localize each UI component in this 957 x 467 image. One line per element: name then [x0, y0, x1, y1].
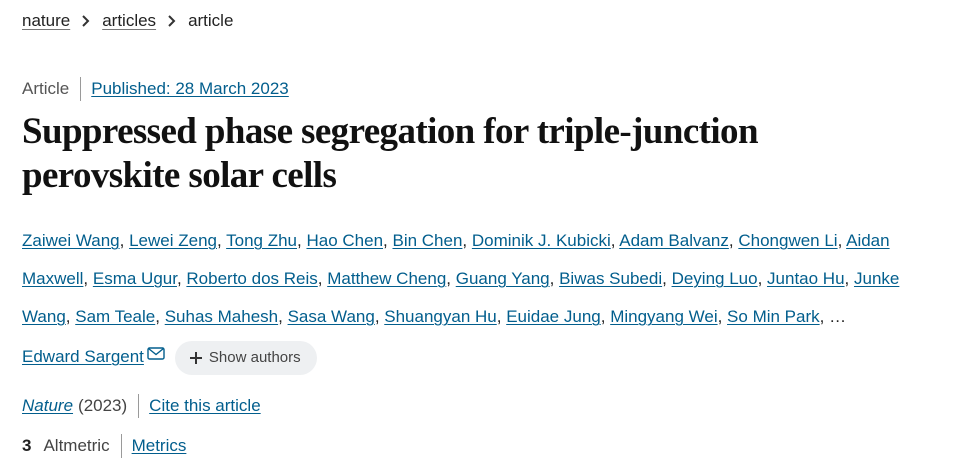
article-title: Suppressed phase segregation for triple-… — [22, 111, 759, 196]
author-link[interactable]: Aidan Maxwell — [22, 231, 890, 288]
divider — [120, 434, 122, 458]
chevron-right-icon — [70, 15, 102, 27]
plus-icon — [189, 351, 203, 365]
author-item: Shuangyan Hu, — [384, 307, 507, 326]
author-item: Deying Luo, — [671, 269, 768, 288]
author-link[interactable]: Tong Zhu — [226, 231, 298, 250]
author-link[interactable]: Chongwen Li — [738, 231, 838, 250]
published-date-link[interactable]: Published: 28 March 2023 — [91, 79, 289, 98]
author-link[interactable]: Matthew Cheng — [327, 269, 447, 288]
author-item: Lewei Zeng, — [129, 231, 227, 250]
breadcrumb: nature articles article — [22, 10, 233, 32]
author-item: Bin Chen, — [392, 231, 472, 250]
author-item: Edward Sargent — [22, 347, 165, 366]
author-list: Zaiwei Wang, Lewei Zeng, Tong Zhu, Hao C… — [22, 222, 937, 376]
author-link[interactable]: Sasa Wang — [287, 307, 375, 326]
author-item: Suhas Mahesh, — [164, 307, 288, 326]
metrics-link[interactable]: Metrics — [131, 436, 187, 455]
author-item: Tong Zhu, — [226, 231, 307, 250]
author-link[interactable]: Guang Yang — [455, 269, 550, 288]
author-item: Roberto dos Reis, — [186, 269, 328, 288]
author-link[interactable]: Hao Chen — [306, 231, 384, 250]
breadcrumb-current: article — [188, 11, 234, 30]
author-link[interactable]: Euidae Jung — [506, 307, 601, 326]
journal-name-link[interactable]: Nature — [22, 396, 74, 415]
breadcrumb-item-nature[interactable]: nature — [22, 11, 71, 30]
author-item: Junke Wang, — [22, 269, 900, 326]
author-link[interactable]: Lewei Zeng — [129, 231, 217, 250]
author-link[interactable]: Dominik J. Kubicki — [471, 231, 611, 250]
author-item: Zaiwei Wang, — [22, 231, 130, 250]
author-link[interactable]: Adam Balvanz — [619, 231, 729, 250]
author-item: Biwas Subedi, — [559, 269, 672, 288]
author-link[interactable]: Deying Luo — [671, 269, 758, 288]
divider — [138, 394, 140, 418]
author-ellipsis: … — [829, 307, 847, 326]
author-link[interactable]: Roberto dos Reis — [186, 269, 318, 288]
article-meta: Article Published: 28 March 2023 — [22, 77, 289, 101]
author-item: Adam Balvanz, — [619, 231, 739, 250]
publication-year: (2023) — [78, 396, 128, 415]
author-item: Matthew Cheng, — [327, 269, 456, 288]
author-item: Sam Teale, — [75, 307, 165, 326]
author-link[interactable]: Juntao Hu — [767, 269, 845, 288]
breadcrumb-item-articles[interactable]: articles — [102, 11, 157, 30]
author-link[interactable]: Sam Teale — [75, 307, 156, 326]
author-item: Guang Yang, — [455, 269, 560, 288]
author-item: Mingyang Wei, — [610, 307, 728, 326]
author-link[interactable]: So Min Park — [727, 307, 820, 326]
author-link[interactable]: Suhas Mahesh — [164, 307, 279, 326]
altmetric-count: 3 — [22, 436, 32, 455]
metrics-row: 3 Altmetric Metrics — [22, 434, 186, 458]
author-link[interactable]: Esma Ugur — [92, 269, 177, 288]
author-item: Aidan Maxwell, — [22, 231, 890, 288]
author-link[interactable]: Mingyang Wei — [610, 307, 718, 326]
divider — [80, 77, 82, 101]
author-item: Juntao Hu, — [767, 269, 854, 288]
author-link[interactable]: Shuangyan Hu — [384, 307, 497, 326]
author-link[interactable]: Biwas Subedi — [559, 269, 663, 288]
author-item: Hao Chen, — [306, 231, 393, 250]
show-authors-label: Show authors — [208, 349, 301, 367]
author-item: Euidae Jung, — [506, 307, 611, 326]
article-type: Article — [22, 79, 70, 98]
show-authors-button[interactable]: Show authors — [174, 340, 317, 375]
author-item: Chongwen Li, — [738, 231, 847, 250]
cite-article-link[interactable]: Cite this article — [149, 396, 261, 415]
author-link[interactable]: Zaiwei Wang — [22, 231, 120, 250]
author-link[interactable]: Junke Wang — [22, 269, 900, 326]
journal-row: Nature (2023) Cite this article — [22, 394, 261, 418]
author-item: Sasa Wang, — [287, 307, 385, 326]
author-link[interactable]: Edward Sargent — [22, 347, 144, 366]
chevron-right-icon — [156, 15, 188, 27]
author-item: So Min Park — [727, 307, 820, 326]
author-link[interactable]: Bin Chen — [392, 231, 463, 250]
altmetric-label: Altmetric — [43, 436, 110, 455]
author-item: Dominik J. Kubicki, — [471, 231, 620, 250]
author-item: Esma Ugur, — [92, 269, 187, 288]
email-icon[interactable] — [147, 336, 165, 374]
